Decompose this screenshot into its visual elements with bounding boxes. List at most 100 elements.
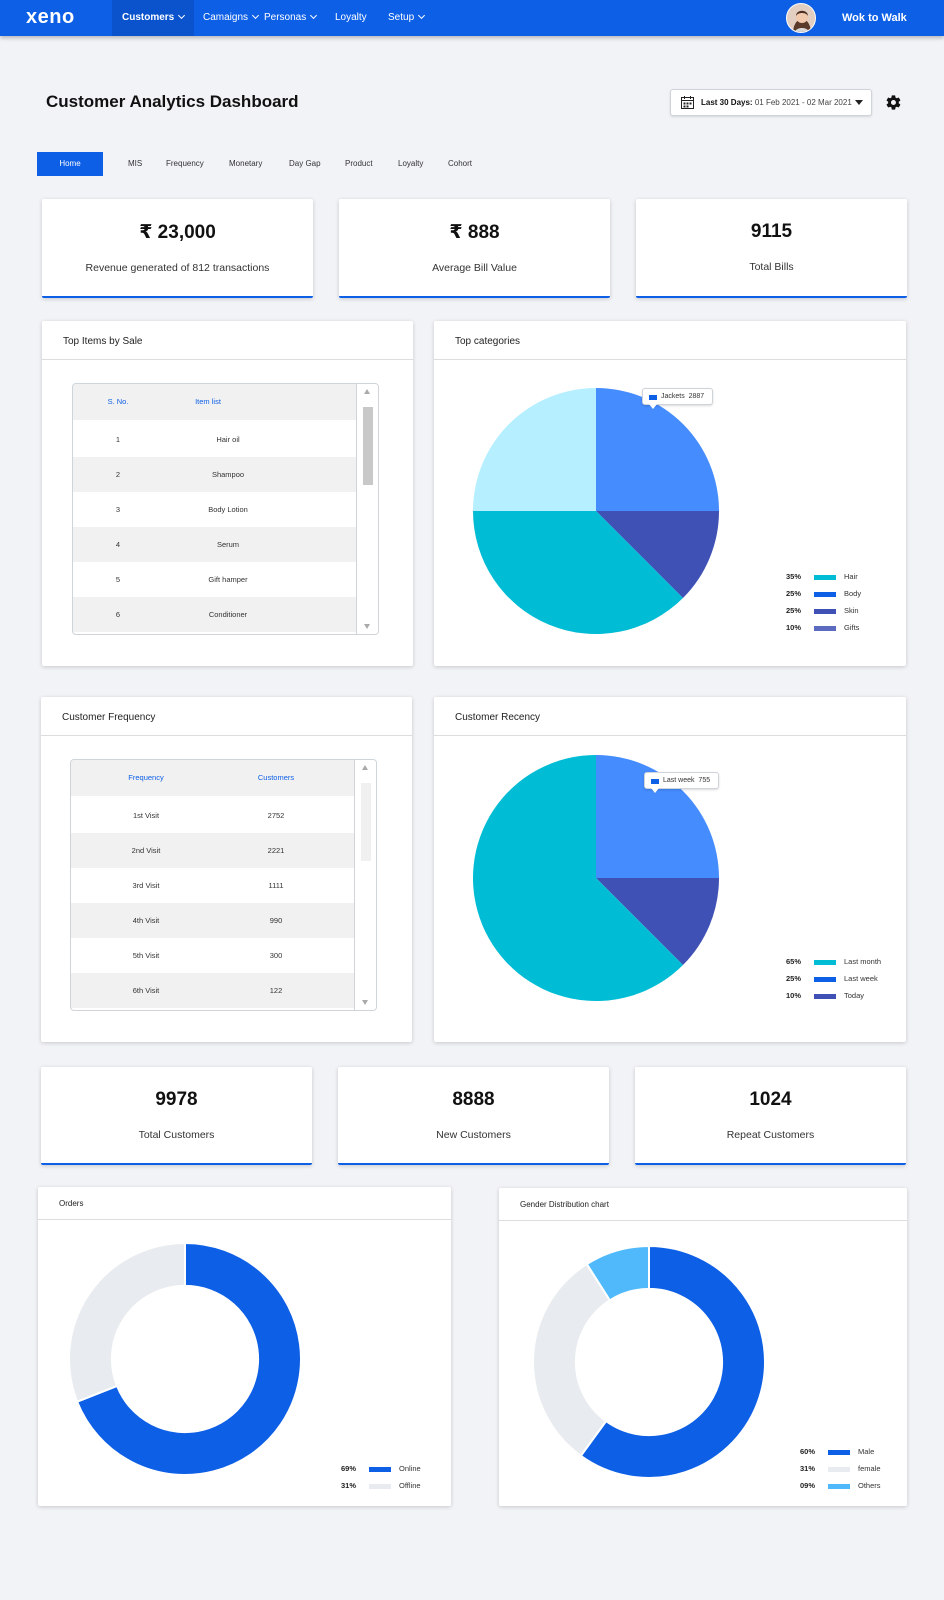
legend-item[interactable]: 09% Others bbox=[800, 1481, 905, 1491]
table-row[interactable]: 5 Gift hamper bbox=[73, 562, 357, 597]
legend-label: Offline bbox=[399, 1481, 421, 1490]
legend-swatch bbox=[828, 1467, 850, 1472]
tooltip-swatch bbox=[651, 779, 659, 784]
orders-panel: Orders 69% Online 31% Offline bbox=[38, 1187, 451, 1506]
stat-value: 9115 bbox=[750, 221, 793, 242]
legend-label: Online bbox=[399, 1464, 421, 1473]
table-row[interactable]: 6th Visit 122 bbox=[71, 973, 355, 1008]
panel-title: Gender Distribution chart bbox=[520, 1200, 609, 1209]
xeno-logo[interactable]: xeno bbox=[26, 6, 75, 28]
gear-icon[interactable] bbox=[885, 94, 902, 111]
tab-product[interactable]: Product bbox=[345, 159, 373, 168]
pie-slice-last-month[interactable] bbox=[472, 755, 683, 1001]
date-range-value: 01 Feb 2021 - 02 Mar 2021 bbox=[754, 98, 852, 107]
table-row[interactable]: 4th Visit 990 bbox=[71, 903, 355, 938]
tooltip-swatch bbox=[649, 395, 657, 400]
legend-item[interactable]: 25% Last week bbox=[786, 974, 901, 984]
legend-item[interactable]: 35% Hair bbox=[786, 572, 896, 582]
pie-slice-online[interactable] bbox=[75, 1242, 302, 1476]
table-row[interactable]: 6 Conditioner bbox=[73, 597, 357, 632]
stat-card-total-customers: 9978 Total Customers bbox=[41, 1067, 312, 1165]
legend-item[interactable]: 10% Gifts bbox=[786, 623, 896, 633]
divider bbox=[38, 1219, 451, 1220]
stat-value: 9978 bbox=[155, 1089, 198, 1110]
scrollbar[interactable] bbox=[354, 760, 376, 1010]
column-header[interactable]: Frequency bbox=[128, 773, 164, 782]
tab-cohort[interactable]: Cohort bbox=[448, 159, 473, 168]
stat-card-revenue: ₹ 23,000 Revenue generated of 812 transa… bbox=[42, 199, 313, 298]
scrollbar-thumb[interactable] bbox=[363, 407, 373, 485]
brand-name[interactable]: Wok to Walk bbox=[842, 12, 907, 24]
avatar[interactable] bbox=[786, 3, 816, 33]
panel-title: Customer Recency bbox=[455, 712, 541, 723]
legend-percent: 31% bbox=[341, 1481, 357, 1490]
pie-slice-female[interactable] bbox=[532, 1262, 612, 1458]
date-range-picker[interactable]: Last 30 Days: 01 Feb 2021 - 02 Mar 2021 bbox=[670, 89, 872, 116]
column-header[interactable]: S. No. bbox=[107, 397, 129, 406]
nav-item-label: Customers bbox=[122, 12, 175, 23]
legend-label: Last month bbox=[844, 957, 882, 966]
legend-percent: 09% bbox=[800, 1481, 816, 1490]
customer-frequency-panel: Customer Frequency Frequency Customers 1… bbox=[41, 697, 412, 1042]
user-avatar-icon bbox=[787, 4, 815, 32]
legend-percent: 69% bbox=[341, 1464, 357, 1473]
tab-day-gap[interactable]: Day Gap bbox=[289, 159, 321, 168]
legend-label: Skin bbox=[844, 606, 859, 615]
divider bbox=[434, 735, 906, 736]
tab-frequency[interactable]: Frequency bbox=[166, 159, 204, 168]
nav-item-setup[interactable]: Setup bbox=[378, 0, 434, 36]
legend-item[interactable]: 25% Body bbox=[786, 589, 896, 599]
legend-percent: 25% bbox=[786, 974, 802, 983]
pie-slice-male[interactable] bbox=[579, 1245, 766, 1479]
table-cell: Hair oil bbox=[216, 435, 240, 444]
pie-slice-others[interactable] bbox=[585, 1245, 650, 1302]
scrollbar-thumb[interactable] bbox=[361, 783, 371, 861]
gender-donut-chart bbox=[532, 1245, 766, 1479]
pie-slice-3[interactable] bbox=[473, 388, 596, 511]
nav-item-loyalty[interactable]: Loyalty bbox=[325, 0, 377, 36]
scrollbar[interactable] bbox=[356, 384, 378, 634]
table-row[interactable]: 3rd Visit 1111 bbox=[71, 868, 355, 903]
column-header[interactable]: Item list bbox=[195, 397, 221, 406]
nav-item-personas[interactable]: Personas bbox=[254, 0, 326, 36]
table-cell: 1111 bbox=[268, 881, 284, 890]
scroll-up-icon[interactable] bbox=[362, 765, 368, 770]
tab-mis[interactable]: MIS bbox=[128, 159, 143, 168]
tab-loyalty[interactable]: Loyalty bbox=[398, 159, 424, 168]
divider bbox=[434, 359, 906, 360]
legend-item[interactable]: 31% female bbox=[800, 1464, 905, 1474]
scroll-down-icon[interactable] bbox=[362, 1000, 368, 1005]
gender-distribution-panel: Gender Distribution chart 60% Male 31% fema… bbox=[499, 1188, 907, 1506]
table-row[interactable]: 3 Body Lotion bbox=[73, 492, 357, 527]
legend-item[interactable]: 25% Skin bbox=[786, 606, 896, 616]
legend-item[interactable]: 65% Last month bbox=[786, 957, 901, 967]
tab-monetary[interactable]: Monetary bbox=[229, 159, 263, 168]
nav-item-campaigns[interactable]: Camaigns bbox=[193, 0, 268, 36]
table-row[interactable]: 4 Serum bbox=[73, 527, 357, 562]
stat-label: New Customers bbox=[436, 1129, 511, 1141]
legend-item[interactable]: 60% Male bbox=[800, 1447, 905, 1457]
scroll-down-icon[interactable] bbox=[364, 624, 370, 629]
table-row[interactable]: 1st Visit 2752 bbox=[71, 798, 355, 833]
stat-value: 1024 bbox=[749, 1089, 792, 1110]
table-row[interactable]: 1 Hair oil bbox=[73, 422, 357, 457]
legend-item[interactable]: 10% Today bbox=[786, 991, 901, 1001]
pie-slice-2[interactable] bbox=[473, 511, 683, 634]
legend-item[interactable]: 69% Online bbox=[341, 1464, 446, 1474]
tab-home[interactable]: Home bbox=[37, 152, 103, 176]
table-row[interactable]: 2 Shampoo bbox=[73, 457, 357, 492]
pie-slice-today[interactable] bbox=[596, 878, 719, 965]
panel-title: Top categories bbox=[455, 336, 521, 347]
table-row[interactable]: 5th Visit 300 bbox=[71, 938, 355, 973]
legend-item[interactable]: 31% Offline bbox=[341, 1481, 446, 1491]
pie-slice-jackets[interactable] bbox=[596, 388, 719, 511]
pie-slice-1[interactable] bbox=[596, 511, 719, 598]
table-header: S. No. Item list bbox=[73, 384, 357, 420]
pie-slice-offline[interactable] bbox=[68, 1242, 186, 1404]
table-row[interactable]: 2nd Visit 2221 bbox=[71, 833, 355, 868]
column-header[interactable]: Customers bbox=[257, 773, 295, 782]
scroll-up-icon[interactable] bbox=[364, 389, 370, 394]
pie-slice-last-week[interactable] bbox=[596, 755, 719, 878]
nav-item-customers[interactable]: Customers bbox=[112, 0, 195, 36]
tooltip-value: 755 bbox=[698, 777, 711, 784]
